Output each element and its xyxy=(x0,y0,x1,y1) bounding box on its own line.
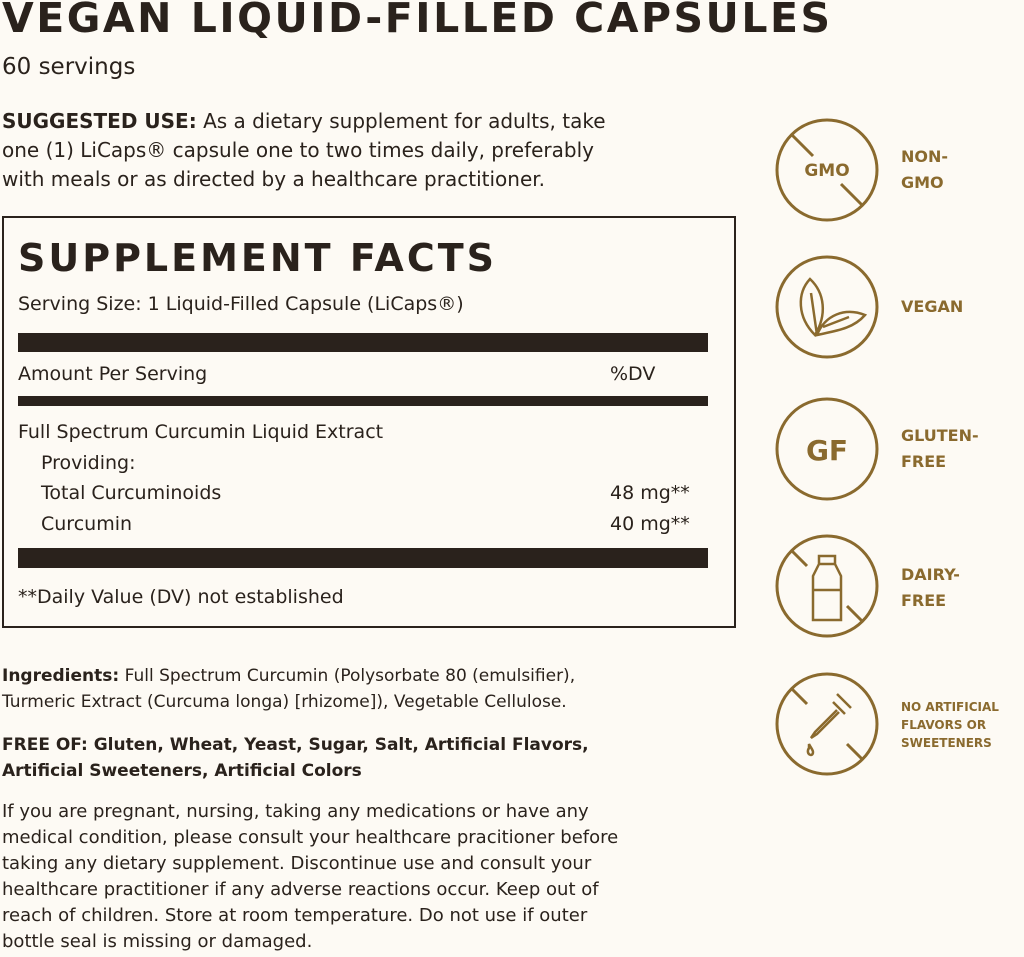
badge-label-vegan: VEGAN xyxy=(901,297,964,316)
fact-row-name: Full Spectrum Curcumin Liquid Extract xyxy=(18,421,384,443)
suggested-use-line: As a dietary supplement for adults, take xyxy=(196,109,606,133)
suggested-use-line: one (1) LiCaps® capsule one to two times… xyxy=(2,138,594,162)
gf-icon: GF xyxy=(775,397,879,501)
warning-line: bottle seal is missing or damaged. xyxy=(2,931,313,952)
free-of-line: FREE OF: Gluten, Wheat, Yeast, Sugar, Sa… xyxy=(2,735,589,755)
supplement-facts-heading: SUPPLEMENT FACTS xyxy=(18,236,498,280)
divider xyxy=(18,396,708,406)
dropper-crossed-icon xyxy=(775,672,879,776)
warning-line: reach of children. Store at room tempera… xyxy=(2,905,588,926)
badge-label-no-artificial: NO ARTIFICIAL FLAVORS OR SWEETENERS xyxy=(901,700,999,750)
ingredients-line: Full Spectrum Curcumin (Polysorbate 80 (… xyxy=(119,666,576,686)
ingredients-line: Turmeric Extract (Curcuma longa) [rhizom… xyxy=(2,692,567,712)
leaf-icon xyxy=(775,255,879,359)
badge-label-dairy-free: DAIRY- FREE xyxy=(901,565,960,610)
ingredients-label: Ingredients: xyxy=(2,666,120,686)
badge-label-gluten-free: GLUTEN- FREE xyxy=(901,426,979,471)
free-of: FREE OF: Gluten, Wheat, Yeast, Sugar, Sa… xyxy=(2,732,589,784)
badge-label-non-gmo: NON- GMO xyxy=(901,147,949,192)
milk-bottle-crossed-icon xyxy=(775,534,879,638)
amount-per-serving-header: Amount Per Serving xyxy=(18,363,208,385)
serving-size: Serving Size: 1 Liquid-Filled Capsule (L… xyxy=(18,293,464,315)
product-title: VEGAN LIQUID-FILLED CAPSULES xyxy=(2,0,833,42)
servings-count: 60 servings xyxy=(2,54,136,80)
fact-row-value: 48 mg** xyxy=(610,482,690,504)
dv-header: %DV xyxy=(610,363,656,385)
fact-row-value: 40 mg** xyxy=(610,513,690,535)
gmo-crossed-icon: GMO xyxy=(775,118,879,222)
thick-divider xyxy=(18,333,708,352)
free-of-line: Artificial Sweeteners, Artificial Colors xyxy=(2,761,362,781)
ingredients: Ingredients: Full Spectrum Curcumin (Pol… xyxy=(2,663,575,715)
gmo-icon-text: GMO xyxy=(804,161,849,181)
warning-line: healthcare practitioner if any adverse r… xyxy=(2,879,599,900)
dv-footnote: **Daily Value (DV) not established xyxy=(18,586,344,608)
thick-divider xyxy=(18,548,708,568)
warning-line: medical condition, please consult your h… xyxy=(2,827,619,848)
suggested-use-line: with meals or as directed by a healthcar… xyxy=(2,167,545,191)
suggested-use-label: SUGGESTED USE: xyxy=(2,109,197,133)
supplement-facts-panel xyxy=(2,216,736,628)
suggested-use: SUGGESTED USE: As a dietary supplement f… xyxy=(2,107,606,194)
gf-icon-text: GF xyxy=(806,434,848,467)
warning-line: If you are pregnant, nursing, taking any… xyxy=(2,801,589,822)
fact-row-name: Providing: xyxy=(41,452,136,474)
warning-text: If you are pregnant, nursing, taking any… xyxy=(2,799,618,955)
fact-row-name: Total Curcuminoids xyxy=(41,482,222,504)
fact-row-name: Curcumin xyxy=(41,513,133,535)
warning-line: taking any dietary supplement. Discontin… xyxy=(2,853,592,874)
